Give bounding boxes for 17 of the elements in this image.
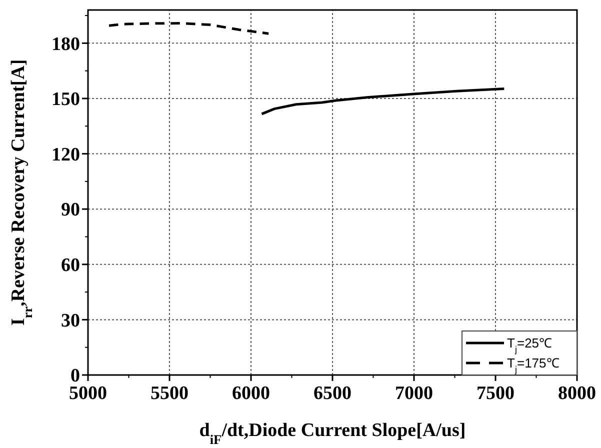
legend-label: T$_{j}$=25℃ — [507, 336, 552, 355]
x-tick-label: 5500 — [150, 383, 188, 404]
y-tick-label: 30 — [61, 310, 80, 332]
x-tick-label: 6500 — [314, 383, 352, 404]
y-tick-label: 60 — [61, 255, 80, 276]
x-axis-title: d$_{iF}$/dt,Diode Current Slope[A/us] — [199, 420, 466, 446]
x-tick-label: 6000 — [232, 383, 270, 404]
y-tick-label: 90 — [61, 200, 80, 221]
x-tick-label: 7500 — [476, 383, 514, 404]
y-tick-label: 180 — [52, 34, 80, 55]
y-tick-label: 150 — [52, 89, 80, 110]
x-tick-label: 7000 — [395, 383, 433, 404]
line-series — [108, 22, 270, 35]
x-tick-label: 8000 — [558, 383, 596, 404]
line-series — [260, 87, 506, 116]
y-tick-label: 120 — [52, 144, 80, 166]
legend-label: T$_{j}$=175℃ — [507, 356, 560, 375]
